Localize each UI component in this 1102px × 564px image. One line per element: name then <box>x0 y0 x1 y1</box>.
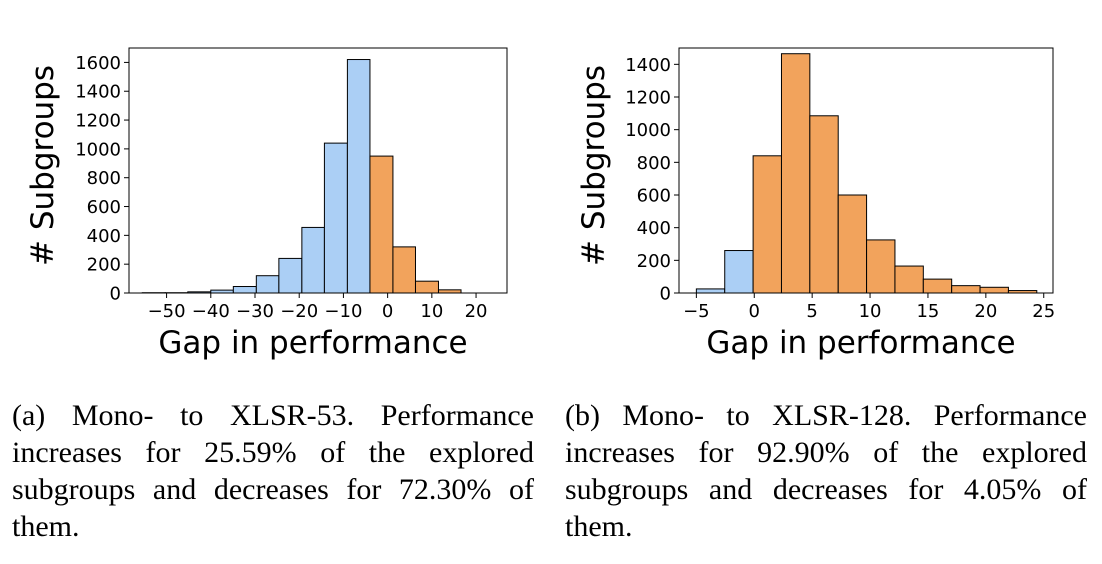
x-tick-label: 5 <box>806 301 817 322</box>
y-tick-label: 600 <box>637 186 671 207</box>
histogram-bar-positive <box>369 155 394 294</box>
histogram-bar-negative <box>323 142 348 294</box>
histogram-bar-negative <box>278 257 303 294</box>
x-tick-label: 15 <box>916 301 939 322</box>
y-tick-label: 1400 <box>625 55 671 76</box>
x-tick-label: 0 <box>382 301 393 322</box>
y-tick-label: 200 <box>637 251 671 272</box>
histogram-bar-negative <box>695 288 726 294</box>
caption-b: (b) Mono- to XLSR-128. Performance incre… <box>565 399 1087 543</box>
y-tick-label: 1600 <box>75 53 121 74</box>
x-axis-label: Gap in performance <box>706 325 1015 361</box>
y-tick-label: 400 <box>637 218 671 239</box>
histogram-bars <box>695 53 1038 294</box>
histogram-bar-positive <box>780 53 811 294</box>
histogram-bar-negative <box>346 59 371 294</box>
y-tick-label: 1400 <box>75 82 121 103</box>
y-tick-label: 0 <box>660 284 671 305</box>
histogram-bar-positive <box>752 155 782 294</box>
y-tick-label: 600 <box>87 197 121 218</box>
y-tick-label: 0 <box>110 284 121 305</box>
y-axis-label: # Subgroups <box>576 65 612 266</box>
x-axis: −5 0 5 10 15 20 25 <box>683 293 1055 322</box>
histogram-bars <box>141 59 462 294</box>
histogram-bar-positive <box>922 278 953 294</box>
x-tick-label: −20 <box>280 301 318 322</box>
histogram-chart-a: −50 −40 −30 −20 −10 0 10 2002004006008001000120… <box>25 47 508 361</box>
y-axis-label: # Subgroups <box>25 65 61 266</box>
y-tick-label: 1000 <box>75 139 121 160</box>
y-tick-label: 1200 <box>625 88 671 109</box>
histogram-bar-positive <box>837 194 868 294</box>
y-tick-label: 200 <box>87 255 121 276</box>
y-tick-label: 1200 <box>75 111 121 132</box>
y-tick-label: 1000 <box>625 120 671 141</box>
x-tick-label: 20 <box>465 301 488 322</box>
histogram-bar-negative <box>724 250 754 294</box>
histogram-bar-positive <box>414 280 439 294</box>
plot-frame <box>678 47 1054 294</box>
x-tick-label: 25 <box>1032 301 1055 322</box>
y-tick-label: 400 <box>87 226 121 247</box>
caption-a: (a) Mono- to XLSR-53. Performance increa… <box>12 399 534 543</box>
histogram-bar-positive <box>809 115 839 294</box>
y-axis: 0 200 400 600 800 1000 1200 1400 1600 <box>75 53 129 305</box>
histogram-bar-positive <box>866 239 896 294</box>
x-tick-label: −40 <box>192 301 230 322</box>
y-tick-label: 800 <box>87 168 121 189</box>
x-tick-label: 10 <box>420 301 443 322</box>
x-tick-label: 0 <box>749 301 760 322</box>
histogram-bar-positive <box>392 246 416 294</box>
histogram-bar-positive <box>951 285 981 294</box>
x-tick-label: 10 <box>859 301 882 322</box>
y-axis: 0 200 400 600 800 1000 1200 1400 <box>625 55 679 305</box>
y-tick-label: 800 <box>637 153 671 174</box>
chart-panel-b: −5 0 5 10 15 20 25 0 200 400 600 800 1000 1200 1400 Gap… <box>551 0 1102 370</box>
x-axis-label: Gap in performance <box>158 325 467 361</box>
histogram-bar-negative <box>301 226 325 294</box>
histogram-bar-negative <box>255 275 280 294</box>
x-tick-label: −50 <box>148 301 186 322</box>
histogram-chart-b: −5 0 5 10 15 20 25 0 200 400 600 800 1000 1200 1400 Gap… <box>576 47 1055 361</box>
histogram-bar-positive <box>894 265 924 294</box>
histogram-bar-negative <box>232 286 257 294</box>
x-tick-label: −5 <box>683 301 710 322</box>
x-tick-label: 20 <box>974 301 997 322</box>
plot-frame <box>128 47 508 294</box>
x-tick-label: −30 <box>236 301 274 322</box>
x-axis: −50 −40 −30 −20 −10 0 10 20 <box>148 293 488 322</box>
histogram-bar-positive <box>979 286 1009 294</box>
x-tick-label: −10 <box>324 301 362 322</box>
chart-panel-a: −50 −40 −30 −20 −10 0 10 20 0 200 400 600 800 1000 120… <box>0 0 551 370</box>
